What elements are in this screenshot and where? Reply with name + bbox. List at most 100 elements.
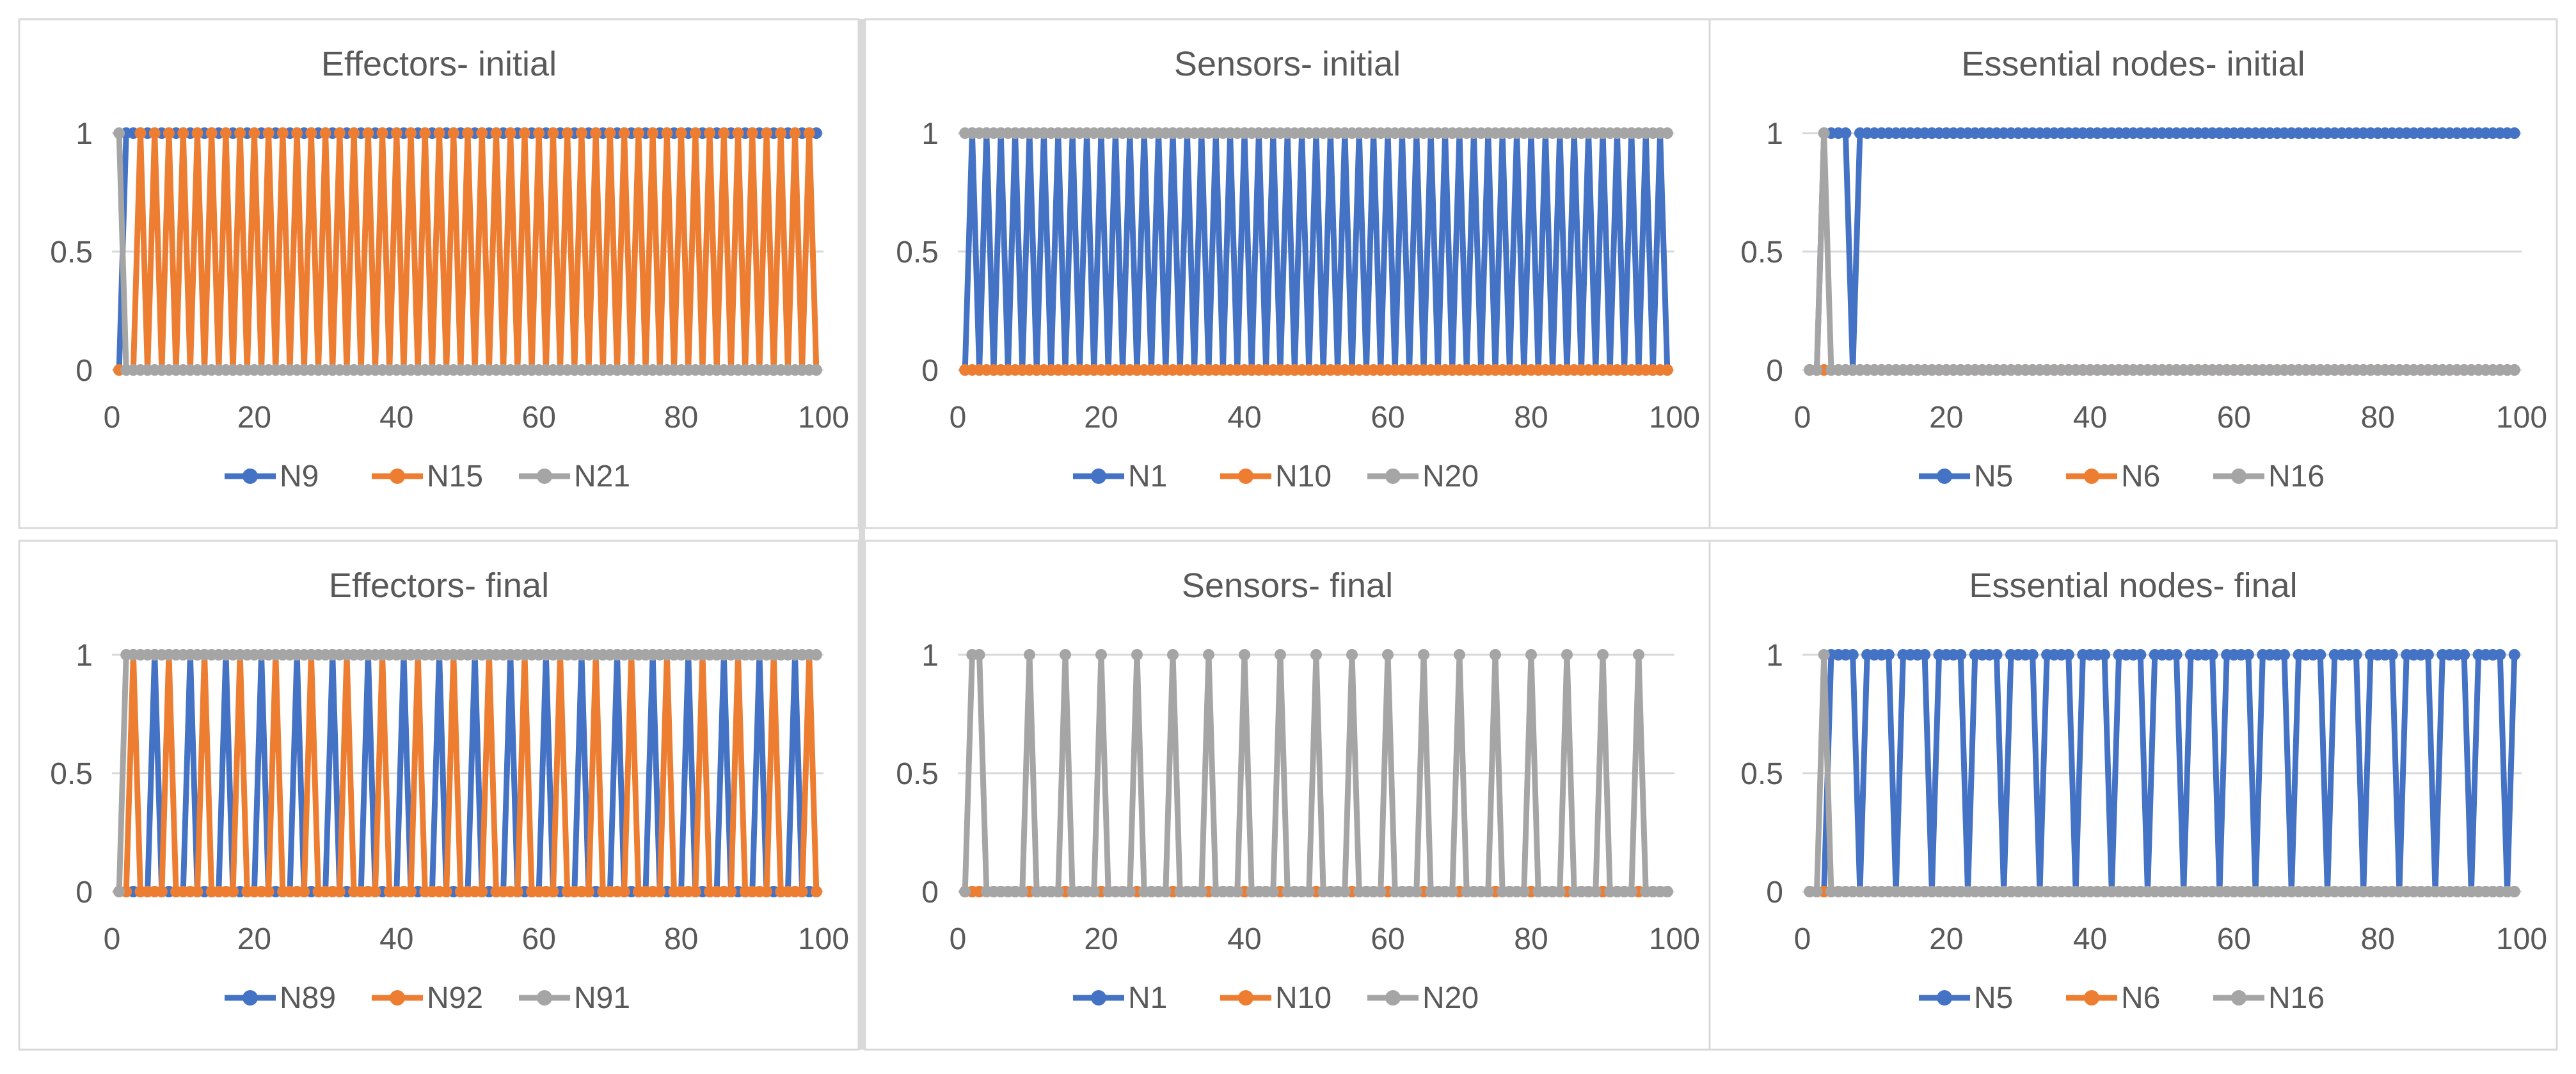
data-point (405, 886, 417, 897)
data-point (476, 127, 488, 139)
legend-label: N1 (1128, 460, 1167, 493)
legend-item: N15 (372, 460, 483, 493)
x-tick-label: 0 (950, 401, 967, 435)
data-point (547, 127, 559, 139)
legend-label: N10 (1275, 460, 1332, 493)
data-point (583, 886, 595, 897)
data-point (2508, 127, 2520, 139)
data-point (2242, 649, 2254, 661)
data-point (1811, 886, 1823, 897)
data-point (2135, 649, 2147, 661)
series-N20 (959, 127, 1673, 139)
y-tick-label: 0 (76, 876, 93, 910)
data-point (1195, 886, 1207, 897)
y-tick-label: 1 (921, 639, 939, 673)
series-N16 (1804, 649, 2520, 897)
legend-marker (390, 990, 405, 1006)
legend-label: N1 (1128, 981, 1167, 1015)
data-point (1561, 649, 1573, 661)
data-point (1525, 649, 1537, 661)
x-tick-label: 80 (1514, 922, 1548, 956)
x-tick-label: 0 (1794, 922, 1811, 956)
y-tick-label: 0 (921, 876, 939, 910)
legend-item: N10 (1220, 460, 1332, 493)
data-point (348, 127, 360, 139)
legend-label: N5 (1974, 981, 2013, 1015)
data-point (1016, 886, 1028, 897)
data-point (810, 649, 822, 661)
legend-label: N20 (1422, 460, 1479, 493)
data-point (632, 127, 644, 139)
vertical-divider (859, 19, 865, 1050)
legend-marker (1238, 990, 1253, 1006)
data-point (2206, 649, 2218, 661)
y-tick-label: 1 (1766, 639, 1783, 673)
chart-panel: Effectors- final 0 0.5 1 0 20 40 60 80 100 N89 N92 N… (18, 540, 860, 1051)
data-point (2508, 649, 2520, 661)
data-point (1661, 127, 1673, 139)
data-point (134, 127, 147, 139)
data-point (618, 886, 630, 897)
legend-label: N6 (2121, 981, 2160, 1015)
x-tick-label: 80 (664, 922, 698, 956)
chart-panel: Effectors- initial 0 0.5 1 0 20 40 60 80 100 N9 N15… (18, 18, 860, 529)
legend-label: N21 (574, 460, 630, 493)
y-tick-label: 1 (76, 117, 93, 151)
legend-item: N92 (372, 981, 483, 1015)
legend-marker (1385, 469, 1401, 484)
data-point (163, 127, 175, 139)
y-tick-label: 1 (1766, 117, 1783, 151)
data-point (1203, 649, 1214, 661)
legend-item: N20 (1367, 981, 1479, 1015)
x-tick-label: 80 (1514, 401, 1548, 435)
data-point (1418, 649, 1429, 661)
data-point (248, 127, 260, 139)
data-point (476, 886, 488, 897)
y-tick-label: 0.5 (1740, 236, 1783, 269)
data-point (511, 886, 523, 897)
data-point (155, 886, 168, 897)
data-point (604, 127, 616, 139)
legend-item: N5 (1919, 981, 2013, 1015)
data-point (1410, 886, 1422, 897)
data-point (333, 127, 346, 139)
series-N16 (1804, 127, 2520, 376)
data-point (1811, 364, 1823, 376)
data-point (298, 886, 310, 897)
data-point (376, 127, 388, 139)
legend-item: N10 (1220, 981, 1332, 1015)
data-point (2508, 886, 2520, 897)
data-point (704, 127, 716, 139)
data-point (2508, 364, 2520, 376)
data-point (148, 127, 161, 139)
data-point (1589, 886, 1602, 897)
chart-panel: Essential nodes- final 0 0.5 1 0 20 40 60 80 100 N… (1708, 540, 2558, 1051)
legend-marker (242, 469, 258, 484)
data-point (647, 127, 659, 139)
legend-marker (1937, 469, 1952, 484)
legend-marker (2231, 990, 2246, 1006)
data-point (732, 127, 744, 139)
data-point (1597, 649, 1609, 661)
data-point (1339, 886, 1351, 897)
data-point (462, 127, 473, 139)
data-point (661, 127, 673, 139)
data-point (276, 127, 289, 139)
legend-label: N91 (574, 981, 630, 1015)
chart-panel: Sensors- final 0 0.5 1 0 20 40 60 80 100 N1 N10 N20 (864, 540, 1711, 1051)
legend-label: N9 (280, 460, 319, 493)
series-N10 (959, 364, 1673, 376)
legend-marker (537, 990, 552, 1006)
data-point (675, 127, 687, 139)
data-point (575, 127, 587, 139)
legend-item: N6 (2066, 981, 2160, 1015)
data-point (518, 127, 530, 139)
legend-marker (2084, 990, 2099, 1006)
legend-item: N91 (519, 981, 630, 1015)
legend-label: N5 (1974, 460, 2013, 493)
x-tick-label: 20 (1929, 922, 1963, 956)
x-tick-label: 60 (1371, 401, 1404, 435)
legend-marker (2084, 469, 2099, 484)
x-tick-label: 60 (522, 401, 556, 435)
x-tick-label: 40 (1227, 401, 1261, 435)
